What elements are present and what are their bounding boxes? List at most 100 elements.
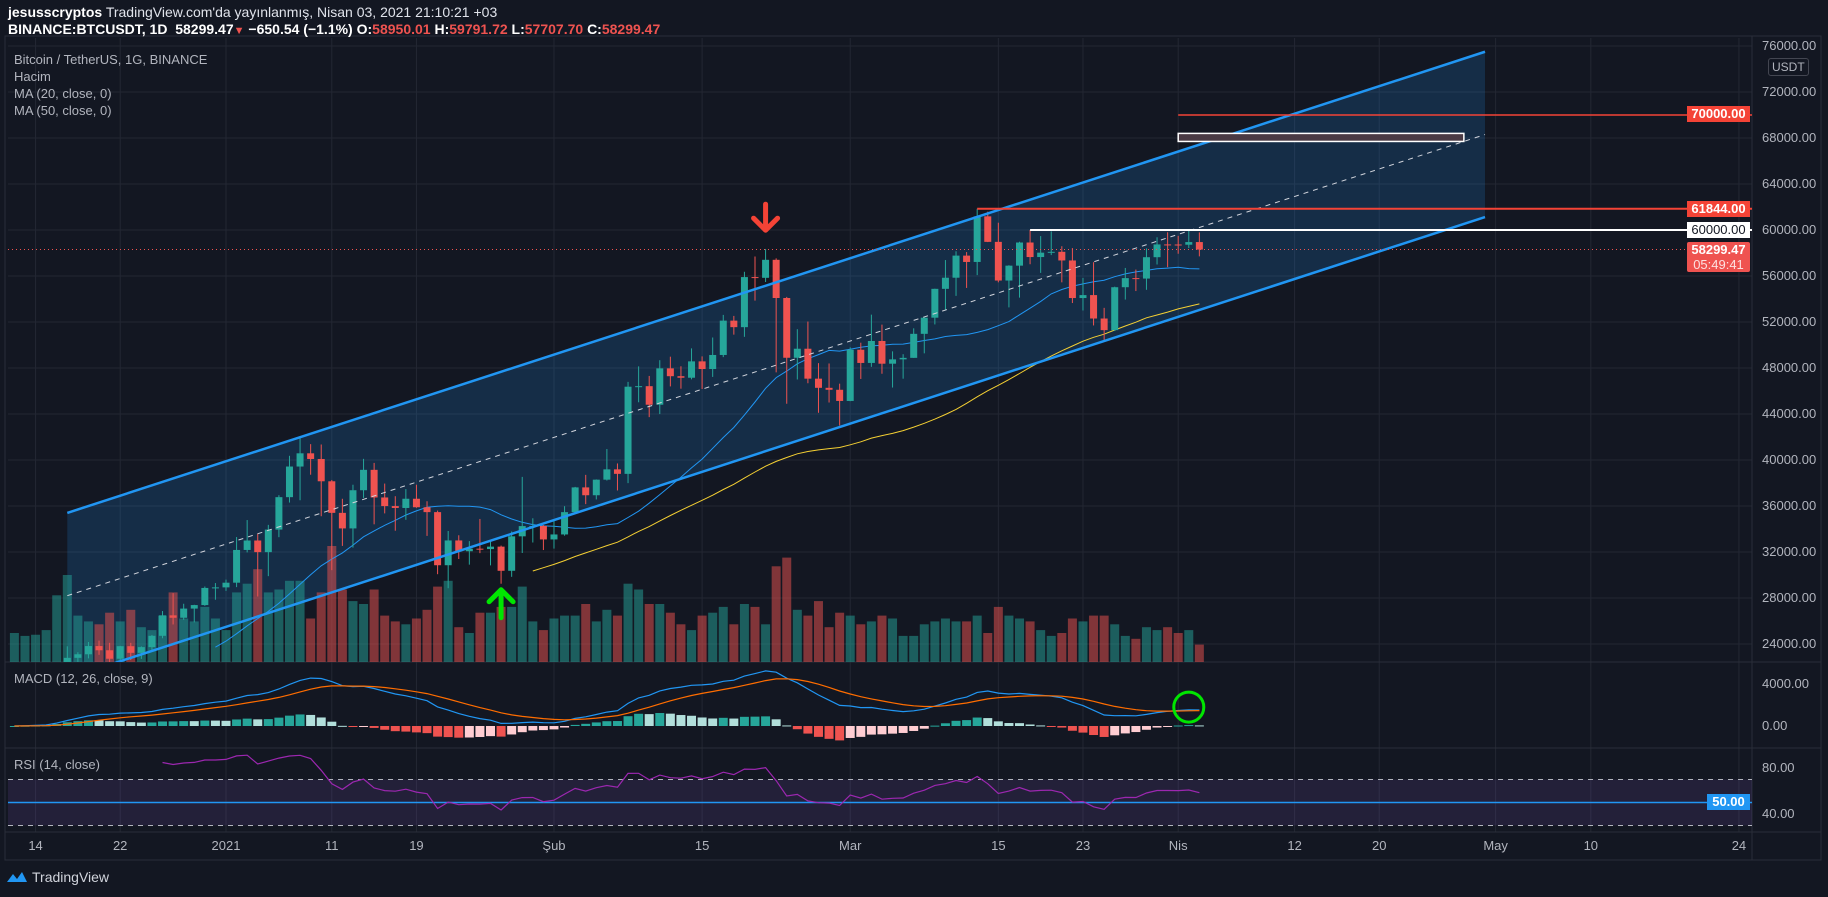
volume-bar (41, 630, 51, 662)
tradingview-logo-icon (7, 872, 27, 882)
macd-histogram-bar (158, 721, 168, 726)
volume-bar (1067, 618, 1077, 662)
candle (730, 315, 738, 335)
candle (391, 496, 399, 531)
volume-bar (792, 609, 802, 662)
macd-histogram-bar (930, 725, 940, 727)
candle (444, 531, 452, 589)
legend-title[interactable]: Bitcoin / TetherUS, 1G, BINANCE (14, 52, 208, 67)
volume-bar (369, 589, 379, 662)
macd-histogram-bar (644, 714, 654, 726)
candle (349, 484, 357, 548)
volume-bar (581, 604, 591, 662)
candle-body (899, 357, 907, 360)
macd-histogram-bar (1163, 726, 1173, 727)
candle-body (328, 481, 336, 513)
candle (688, 348, 696, 380)
macd-histogram-bar (697, 717, 707, 726)
candle-body (1079, 295, 1087, 299)
macd-histogram-bar (708, 718, 718, 726)
candle-body (804, 348, 812, 379)
candle (624, 381, 632, 484)
macd-histogram-bar (824, 726, 834, 739)
badge-rsi-50: 50.00 (1707, 794, 1750, 810)
candle (1047, 231, 1055, 256)
volume-bar (136, 627, 146, 662)
candle-body (465, 548, 473, 552)
macd-histogram-bar (951, 720, 961, 726)
candle-body (95, 646, 103, 651)
tradingview-logo[interactable]: TradingView (6, 869, 109, 885)
candle (1121, 267, 1129, 300)
macd-histogram-bar (877, 726, 887, 735)
macd-histogram-bar (179, 721, 189, 726)
candle-body (941, 277, 949, 289)
volume-bar (739, 604, 749, 662)
high-value: 59791.72 (449, 21, 508, 37)
volume-bar (697, 615, 707, 662)
candle-body (666, 368, 674, 377)
candle (423, 501, 431, 536)
legend-macd[interactable]: MACD (12, 26, close, 9) (14, 671, 153, 686)
candle (656, 360, 664, 415)
candle-body (211, 587, 219, 589)
candle-body (243, 540, 251, 550)
macd-histogram-bar (1004, 723, 1014, 726)
candle (1111, 286, 1119, 332)
candle-body (762, 259, 770, 278)
candle-body (349, 490, 357, 529)
macd-histogram-bar (83, 720, 93, 726)
legend-ma50[interactable]: MA (50, close, 0) (14, 103, 112, 118)
macd-histogram-bar (845, 726, 855, 738)
volume-bar (612, 615, 622, 662)
candle-body (476, 548, 484, 550)
candle-body (180, 608, 188, 618)
candle-body (412, 498, 420, 508)
candle (455, 535, 463, 560)
candle-body (814, 378, 822, 388)
date-tick: 20 (1371, 838, 1387, 853)
volume-bar (496, 606, 506, 662)
legend-ma20[interactable]: MA (20, close, 0) (14, 86, 112, 101)
candle-body (984, 216, 992, 242)
channel-upper-line (66, 50, 1486, 515)
candle-body (317, 458, 325, 482)
candle-body (201, 587, 209, 606)
volume-bar (390, 621, 400, 662)
macd-histogram-bar (771, 719, 781, 726)
candle (201, 586, 209, 606)
macd-histogram-bar (1046, 726, 1056, 727)
macd-histogram-bar (295, 714, 305, 726)
volume-bar (708, 612, 718, 662)
currency-button[interactable]: USDT (1768, 58, 1809, 76)
candle (1100, 307, 1108, 341)
candle (95, 640, 103, 655)
volume-bar (1152, 630, 1162, 662)
macd-histogram-bar (983, 718, 993, 726)
legend-rsi[interactable]: RSI (14, close) (14, 757, 100, 772)
volume-bar (813, 601, 823, 662)
candle (508, 531, 516, 577)
macd-histogram-bar (1110, 726, 1120, 736)
candle (666, 356, 674, 387)
volume-bar (52, 595, 62, 662)
badge-70000: 70000.00 (1687, 106, 1750, 122)
candle (264, 524, 272, 577)
date-tick: 11 (325, 838, 339, 853)
candle-body (592, 479, 600, 496)
candle (285, 455, 293, 503)
candle (1005, 265, 1013, 308)
candle (1142, 248, 1150, 290)
rsi-pane (8, 754, 1752, 826)
macd-histogram-bar (443, 726, 453, 738)
volume-bar (73, 615, 83, 662)
candle (973, 208, 981, 276)
channel-mid-line (67, 134, 1486, 597)
legend-volume[interactable]: Hacim (14, 69, 51, 84)
candle (910, 328, 918, 358)
candle (370, 462, 378, 525)
macd-histogram-bar (940, 723, 950, 726)
macd-histogram-bar (316, 717, 326, 726)
volume-bar (1025, 621, 1035, 662)
